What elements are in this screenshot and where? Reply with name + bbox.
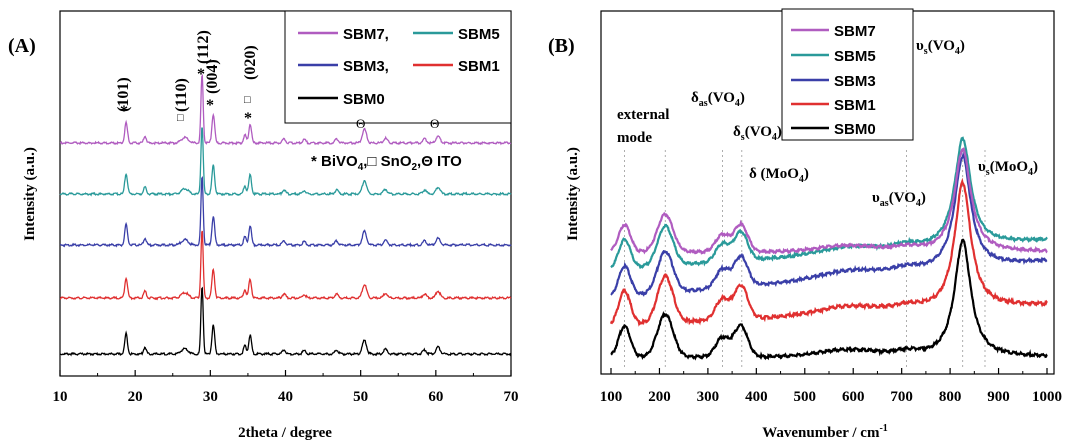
marker-sno2-110: □ xyxy=(177,112,184,124)
panel-a-x-axis: 10 20 30 40 50 60 70 xyxy=(53,370,519,405)
panel-a-series-line xyxy=(59,286,512,357)
panel-a-xrd: (A) 10 20 30 40 50 60 70 SBM7, SBM5 SBM3, SBM1… xyxy=(8,10,519,441)
panel-b-x-axis: 100 200 300 400 500 600 700 800 900 1000 xyxy=(600,368,1062,405)
panel-b-series-group xyxy=(609,136,1048,361)
panel-b-x-tick-label: 500 xyxy=(794,389,817,405)
panel-b-series-line xyxy=(609,177,1048,327)
annot-external: external xyxy=(617,107,669,123)
panel-a-x-tick-label: 30 xyxy=(203,389,218,405)
marker-bivo4-112: * xyxy=(197,66,205,83)
panel-b-series-line xyxy=(610,147,1048,255)
peak-label-110: (110) xyxy=(173,78,190,112)
panel-a-series-line xyxy=(59,175,512,248)
legend-a-label-sbm0: SBM0 xyxy=(343,91,385,108)
marker-ito-60: Θ xyxy=(430,116,439,131)
panel-b-y-axis-label: Intensity (a.u.) xyxy=(565,147,581,241)
annot-delta-moo4: δ (MoO4) xyxy=(749,166,809,185)
marker-sno2-020: □ xyxy=(244,94,251,106)
peak-label-112: (112) xyxy=(195,30,212,64)
panel-b-x-tick-label: 400 xyxy=(745,389,768,405)
legend-a-label-sbm5: SBM5 xyxy=(458,26,500,43)
marker-bivo4-101: * xyxy=(120,103,128,120)
panel-b-series-line xyxy=(610,151,1048,297)
legend-a-label-sbm3: SBM3, xyxy=(343,58,389,75)
panel-b-label: (B) xyxy=(548,35,575,57)
panel-b-x-axis-label: Wavenumber / cm-1 xyxy=(762,423,888,441)
panel-a-series-group xyxy=(59,73,512,357)
panel-b-x-tick-label: 200 xyxy=(648,389,671,405)
legend-b-label-sbm3: SBM3 xyxy=(834,73,876,90)
panel-b-series-line xyxy=(610,238,1048,361)
legend-a-label-sbm7: SBM7, xyxy=(343,26,389,43)
panel-a-x-tick-label: 60 xyxy=(428,389,443,405)
peak-label-101: (101) xyxy=(115,77,132,112)
panel-a-series-line xyxy=(59,127,512,197)
legend-a-label-sbm1: SBM1 xyxy=(458,58,500,75)
panel-b-raman: (B) 100 200 300 400 500 600 700 800 900 1000 SBM7… xyxy=(548,8,1062,441)
annot-nu-as-vo4: υas(VO4) xyxy=(872,190,926,209)
panel-a-x-axis-label: 2theta / degree xyxy=(238,425,332,441)
panel-b-x-tick-label: 600 xyxy=(842,389,865,405)
legend-b-label-sbm7: SBM7 xyxy=(834,23,876,40)
panel-a-x-tick-label: 50 xyxy=(353,389,368,405)
panel-b-x-tick-label: 100 xyxy=(600,389,623,405)
annot-delta-s-vo4: δs(VO4) xyxy=(733,124,782,143)
legend-b-label-sbm1: SBM1 xyxy=(834,97,876,114)
panel-a-series-line xyxy=(59,230,512,301)
annot-mode: mode xyxy=(617,130,652,146)
legend-b-label-sbm0: SBM0 xyxy=(834,121,876,138)
panel-b-x-tick-label: 300 xyxy=(697,389,720,405)
annot-delta-as-vo4: δas(VO4) xyxy=(691,90,745,109)
panel-a-y-axis-label: Intensity (a.u.) xyxy=(22,147,38,241)
phase-key: * BiVO4,□ SnO2,Θ ITO xyxy=(311,153,462,173)
panel-a-x-tick-label: 20 xyxy=(128,389,143,405)
panel-b-x-tick-label: 700 xyxy=(890,389,913,405)
peak-label-004: (004) xyxy=(204,59,221,94)
panel-b-series-line xyxy=(610,136,1048,270)
panel-a-x-tick-label: 10 xyxy=(53,389,68,405)
panel-b-x-tick-label: 900 xyxy=(987,389,1010,405)
panel-a-label: (A) xyxy=(8,35,36,57)
marker-bivo4-004: * xyxy=(206,97,214,114)
legend-b-label-sbm5: SBM5 xyxy=(834,48,876,65)
panel-a-x-tick-label: 40 xyxy=(278,389,293,405)
marker-ito-50: Θ xyxy=(356,116,365,131)
peak-label-020: (020) xyxy=(242,45,259,80)
panel-b-x-tick-label: 1000 xyxy=(1032,389,1062,405)
marker-bivo4-020: * xyxy=(244,110,252,127)
annot-nu-s-moo4: υs(MoO4) xyxy=(978,159,1038,178)
panel-b-x-tick-label: 800 xyxy=(939,389,962,405)
panel-a-series-line xyxy=(59,73,512,146)
panel-a-x-tick-label: 70 xyxy=(504,389,519,405)
panel-b-band-guides xyxy=(624,150,986,370)
panel-a-legend xyxy=(284,10,512,124)
annot-nu-s-vo4: υs(VO4) xyxy=(916,38,965,57)
